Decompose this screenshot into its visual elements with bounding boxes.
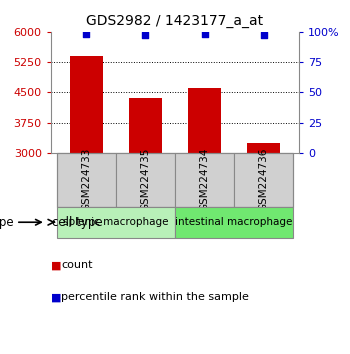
Bar [188,88,221,153]
Text: cell type: cell type [52,216,103,229]
Text: GSM224733: GSM224733 [81,148,91,211]
Point [83,32,89,37]
Bar [57,153,116,206]
Text: percentile rank within the sample: percentile rank within the sample [61,292,249,302]
Text: ■: ■ [51,261,61,270]
Text: splenic macrophage: splenic macrophage [63,217,169,227]
Bar [70,56,103,153]
Text: GSM224734: GSM224734 [199,148,210,211]
Point [142,33,148,38]
Bar [175,153,234,206]
Bar [129,98,162,153]
Text: intestinal macrophage: intestinal macrophage [175,217,293,227]
Bar [116,153,175,206]
Title: GDS2982 / 1423177_a_at: GDS2982 / 1423177_a_at [86,14,264,28]
Bar [234,153,293,206]
Bar [247,143,280,153]
Text: ■: ■ [51,292,61,302]
Text: GSM224736: GSM224736 [259,148,269,211]
Text: count: count [61,261,93,270]
Bar [175,206,293,238]
Text: GSM224735: GSM224735 [140,148,150,211]
Bar [57,206,175,238]
Point [261,33,267,38]
Point [202,32,208,37]
Text: cell type: cell type [0,216,14,229]
